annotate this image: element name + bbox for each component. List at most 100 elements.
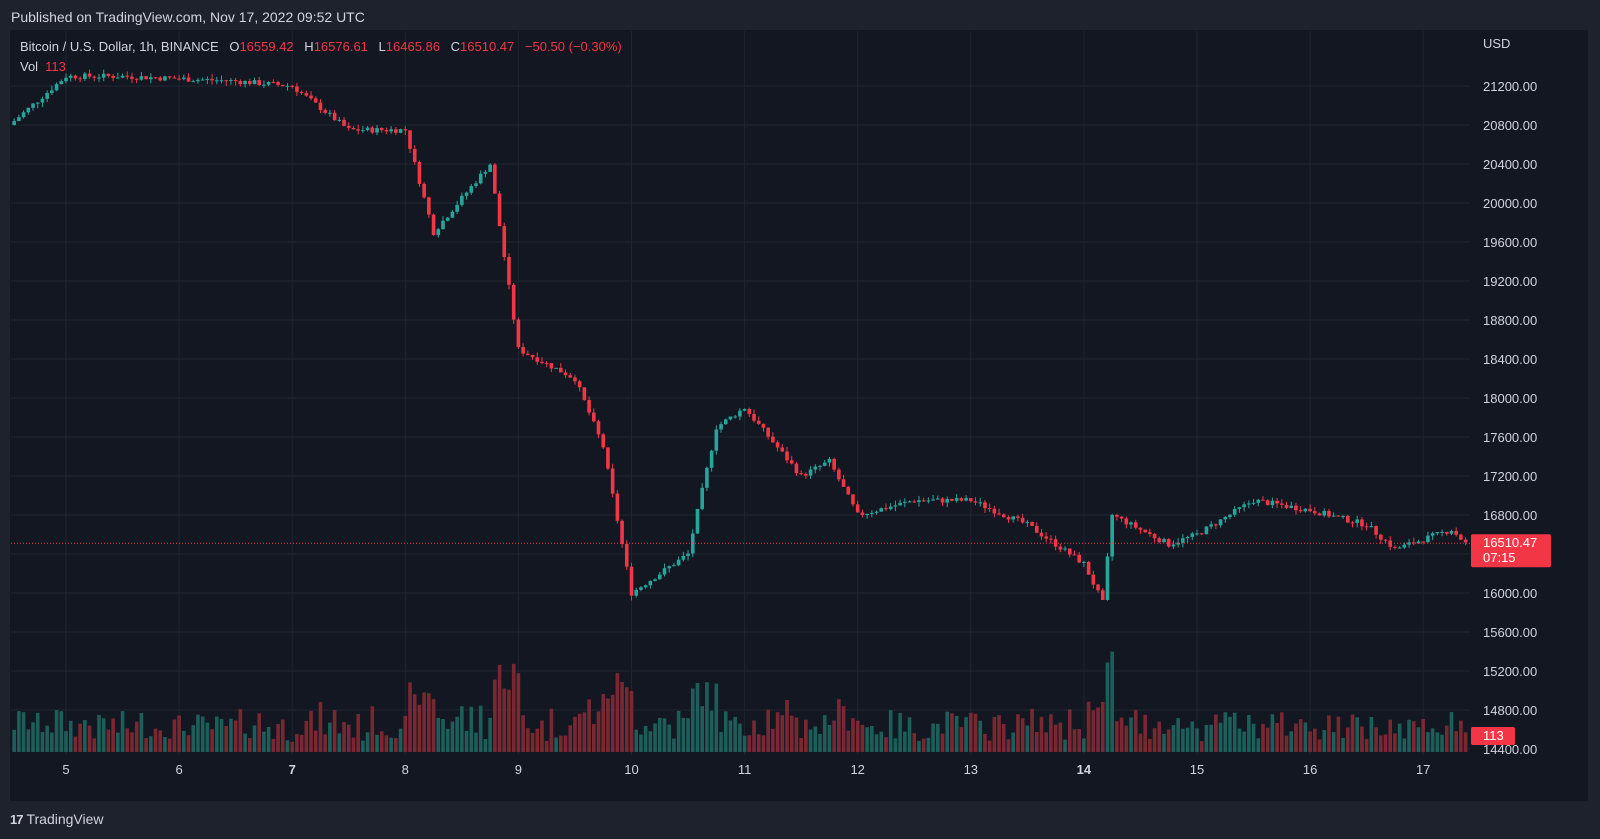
volume-bar [149,736,153,752]
candle-body [1214,524,1218,526]
volume-bar [384,735,389,752]
tradingview-logo-icon[interactable]: 17 [10,811,24,827]
volume-bar [427,693,431,752]
candle-body [1204,526,1209,535]
volume-bar [964,717,968,752]
volume-label[interactable]: Vol [20,59,39,74]
candle-body [1157,538,1162,543]
volume-bar [285,740,290,752]
candle-body [1331,515,1336,517]
volume-bar [346,724,351,752]
volume-bar [1110,651,1114,752]
volume-bar [700,706,704,752]
candle-body [45,92,49,99]
volume-bar [1223,712,1228,752]
candle-body [549,363,554,369]
volume-bar [1393,733,1397,752]
change-value: −50.50 (−0.30%) [524,39,622,54]
candle-body [1256,499,1261,503]
candle-body [17,117,21,121]
volume-bar [1463,732,1468,752]
volume-bar [196,714,200,752]
volume-bar [502,688,507,752]
candle-body [266,82,271,85]
volume-bar [775,712,780,752]
candle-body [860,512,865,516]
volume-bar [280,719,285,752]
candle-body [587,400,591,413]
candle-body [379,128,384,131]
candle-body [1317,513,1322,516]
y-tick-label: 17600.00 [1483,430,1537,445]
candle-body [643,585,648,588]
candle-body [1327,510,1331,517]
symbol-title[interactable]: Bitcoin / U.S. Dollar, 1h, BINANCE [20,39,219,54]
volume-bar [926,737,931,752]
candle-body [620,520,624,544]
chart-frame[interactable] [10,30,1588,801]
volume-bar [1369,716,1374,752]
x-tick-label: 9 [515,762,522,777]
volume-bar [695,682,700,752]
volume-bar [690,688,695,752]
candle-body [191,81,196,83]
candle-body [1430,533,1435,536]
candle-body [813,466,818,470]
volume-bar [1298,719,1303,752]
candle-body [441,220,445,230]
volume-bar [182,730,186,752]
current-price-badge [1471,534,1551,568]
volume-bar [1341,737,1345,752]
volume-bar [323,734,327,752]
volume-bar [931,723,935,752]
volume-bar [884,737,888,752]
volume-bar [907,717,912,752]
volume-bar [846,730,851,752]
candle-body [544,362,549,364]
volume-bar [596,711,601,752]
volume-bar [1313,728,1317,752]
volume-bar [959,727,964,752]
candle-body [92,76,97,78]
candle-body [257,80,262,86]
volume-bar [526,728,530,752]
candle-body [1265,500,1270,506]
candle-body [1105,556,1110,600]
volume-bar [837,699,841,752]
volume-bar [507,689,511,752]
candle-body [1275,500,1279,504]
candle-body [1284,504,1289,508]
volume-bar [1011,732,1016,752]
volume-bar [940,733,945,752]
candle-body [1091,574,1096,585]
volume-bar [921,738,926,752]
candle-body [624,543,629,567]
volume-bar [158,730,163,752]
volume-bar [657,717,662,752]
volume-bar [1378,735,1383,752]
candle-body [804,473,808,476]
candle-body [1181,538,1185,543]
candle-body [431,214,436,236]
volume-bar [31,722,35,752]
volume-bar [92,738,97,752]
volume-bar [714,683,719,752]
candle-body [884,508,888,510]
candle-body [870,512,874,514]
volume-bar [1091,710,1096,752]
volume-bar [1242,731,1246,752]
candle-body [469,186,474,193]
candle-body [1459,534,1463,540]
x-tick-label: 12 [850,762,864,777]
volume-bar [888,710,893,752]
footer-brand[interactable]: TradingView [26,811,104,827]
volume-bar [521,715,525,752]
volume-bar [1317,739,1322,752]
candle-body [1322,510,1327,516]
volume-bar [1204,724,1209,752]
volume-bar [191,725,196,752]
candle-body [1346,515,1350,523]
candle-body [1298,510,1303,512]
candle-body [936,498,940,500]
